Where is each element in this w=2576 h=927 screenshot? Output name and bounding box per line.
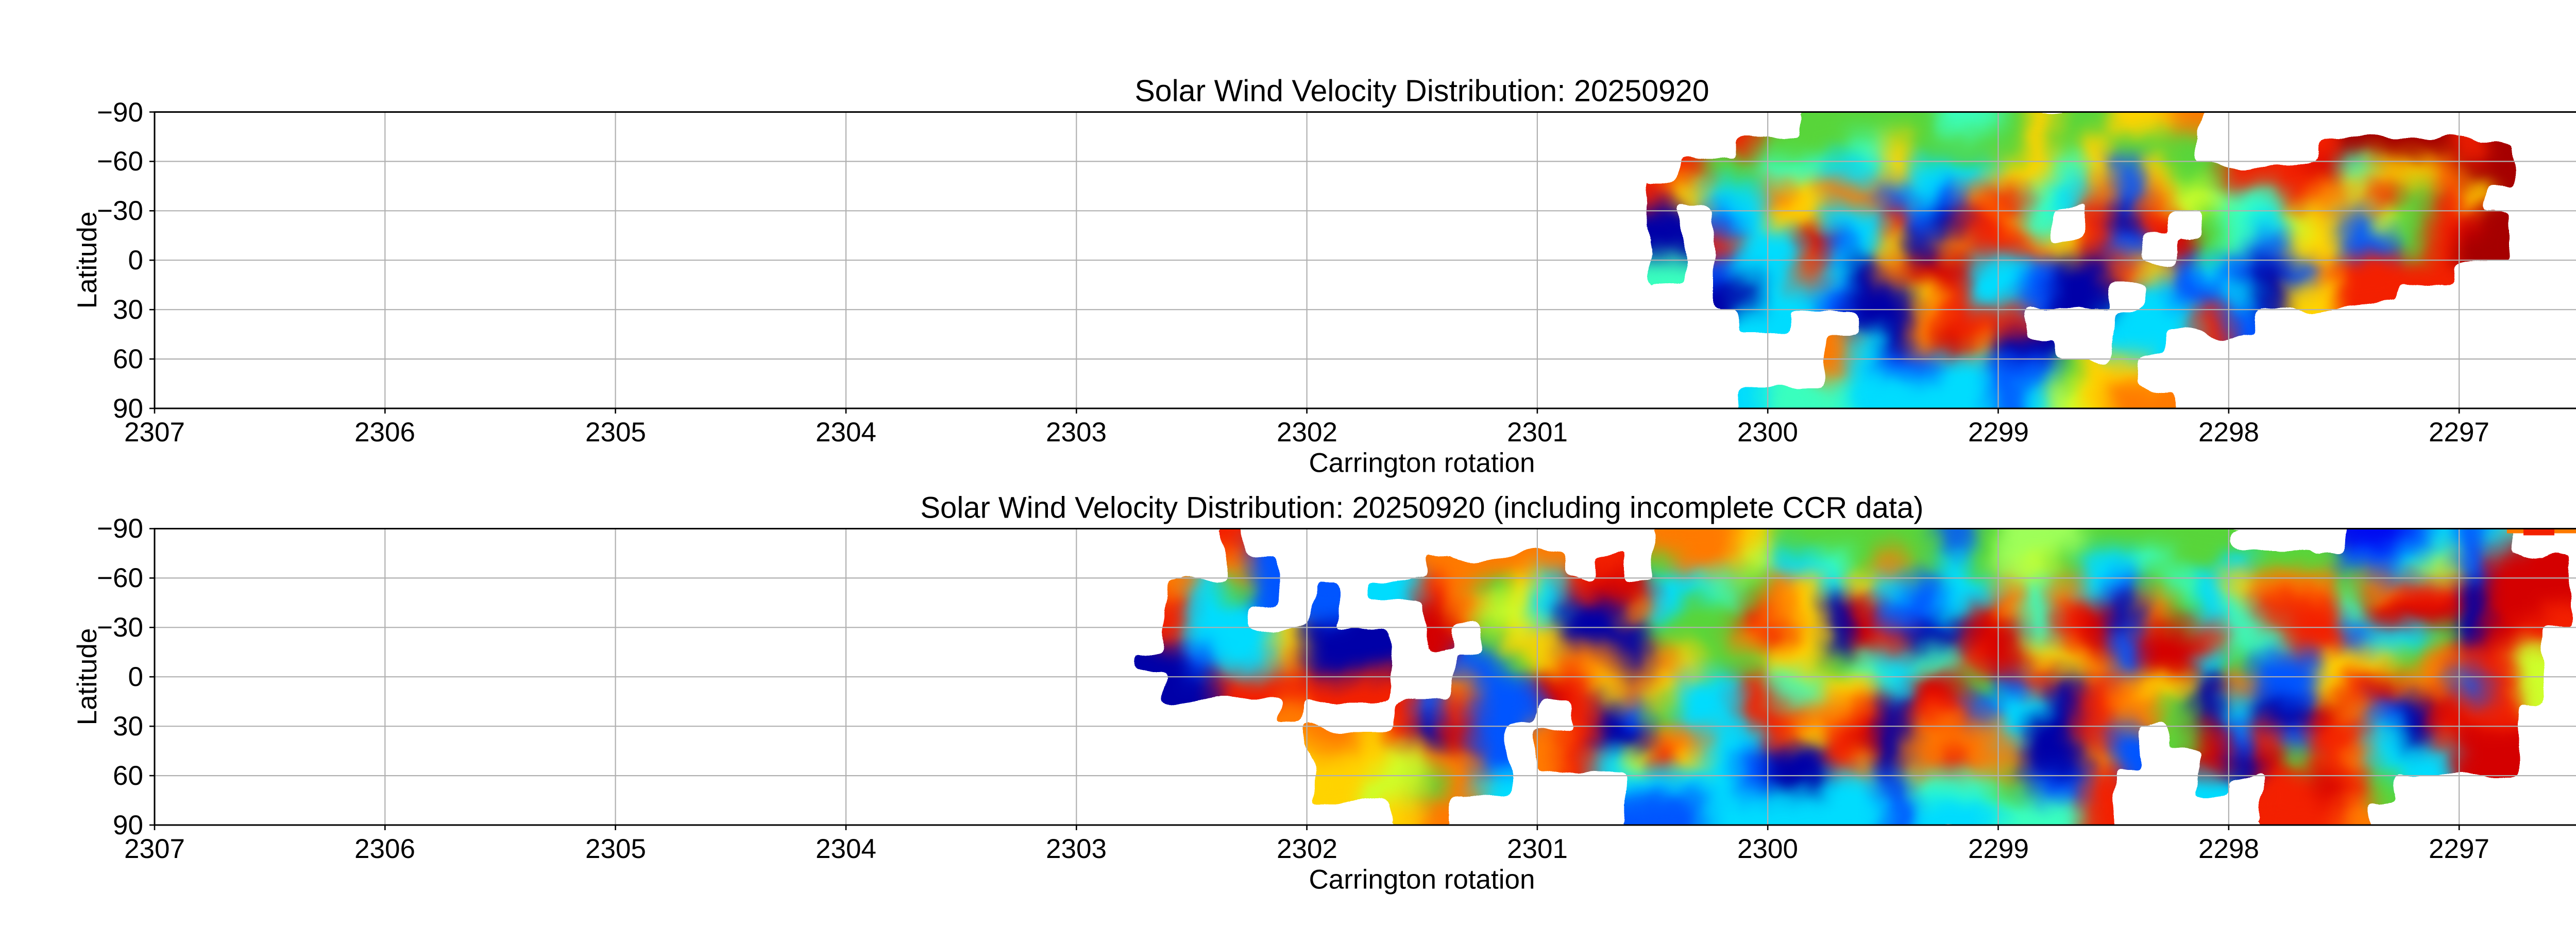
- svg-text:2298: 2298: [2198, 417, 2259, 448]
- svg-text:−30: −30: [97, 612, 143, 643]
- svg-text:2303: 2303: [1046, 417, 1107, 448]
- svg-text:2307: 2307: [124, 834, 185, 864]
- svg-text:90: 90: [113, 393, 143, 424]
- svg-text:60: 60: [113, 344, 143, 374]
- svg-text:Carrington rotation: Carrington rotation: [1309, 865, 1535, 895]
- svg-text:−90: −90: [97, 97, 143, 128]
- svg-text:2307: 2307: [124, 417, 185, 448]
- svg-text:Solar Wind Velocity Distributi: Solar Wind Velocity Distribution: 202509…: [920, 491, 1923, 525]
- svg-text:2303: 2303: [1046, 834, 1107, 864]
- svg-text:2300: 2300: [1737, 834, 1798, 864]
- svg-text:2302: 2302: [1277, 834, 1337, 864]
- svg-text:90: 90: [113, 810, 143, 840]
- svg-text:Solar Wind Velocity Distributi: Solar Wind Velocity Distribution: 202509…: [1134, 74, 1709, 108]
- svg-text:0: 0: [128, 245, 143, 276]
- svg-text:30: 30: [113, 711, 143, 742]
- svg-text:2304: 2304: [816, 834, 876, 864]
- svg-text:2299: 2299: [1968, 417, 2029, 448]
- svg-text:−90: −90: [97, 513, 143, 544]
- svg-text:2305: 2305: [585, 834, 646, 864]
- svg-text:2298: 2298: [2198, 834, 2259, 864]
- svg-text:Carrington rotation: Carrington rotation: [1309, 448, 1535, 478]
- svg-text:60: 60: [113, 761, 143, 791]
- svg-text:2305: 2305: [585, 417, 646, 448]
- svg-text:2297: 2297: [2429, 417, 2489, 448]
- svg-text:2300: 2300: [1737, 417, 1798, 448]
- svg-text:2304: 2304: [816, 417, 876, 448]
- svg-text:2297: 2297: [2429, 834, 2489, 864]
- svg-text:−30: −30: [97, 196, 143, 226]
- svg-text:2302: 2302: [1277, 417, 1337, 448]
- svg-text:2306: 2306: [354, 417, 415, 448]
- svg-text:Latitude: Latitude: [72, 628, 103, 726]
- svg-text:2301: 2301: [1507, 834, 1568, 864]
- svg-text:Latitude: Latitude: [72, 212, 103, 309]
- svg-text:2299: 2299: [1968, 834, 2029, 864]
- svg-text:−60: −60: [97, 563, 143, 593]
- svg-text:−60: −60: [97, 146, 143, 177]
- svg-text:2301: 2301: [1507, 417, 1568, 448]
- svg-text:0: 0: [128, 662, 143, 692]
- svg-text:30: 30: [113, 295, 143, 325]
- svg-text:2306: 2306: [354, 834, 415, 864]
